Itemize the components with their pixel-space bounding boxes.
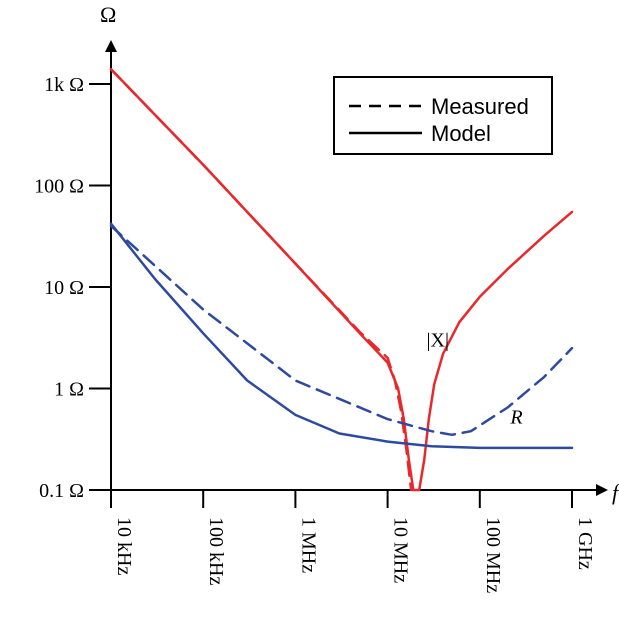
x-tick-label-3: 10 MHz [390,517,412,583]
legend-measured-label: Measured [431,94,529,119]
legend: Measured Model [333,76,553,155]
legend-model-label: Model [431,121,491,146]
x-tick-label-0: 10 kHz [113,517,135,575]
legend-box [333,76,553,155]
x-axis-title: f [612,480,619,505]
series-r-measured-line [109,224,574,437]
x-tick-label-4: 100 MHz [482,517,504,593]
y-tick-label-1: 1 Ω [54,379,84,401]
y-axis-title: Ω [100,2,116,27]
x-tick-label-5: 1 GHz [574,517,596,570]
ticks-group: 0.1 Ω 1 Ω 10 Ω 100 Ω 1k Ω 10 kHz 100 kHz 1 MHz 1… [34,74,596,593]
series-r-model-line [109,222,574,450]
annotations-group: |X| R [427,329,523,428]
curves-group [109,67,574,492]
x-tick-label-2: 1 MHz [297,517,319,573]
curve-annotation-0: |X| [427,329,449,351]
curve-annotation-1: R [509,407,522,429]
series-x-measured-line [109,67,413,492]
x-tick-label-1: 100 kHz [205,517,227,585]
y-tick-label-0: 0.1 Ω [39,480,84,502]
y-tick-label-2: 10 Ω [44,277,84,299]
y-tick-label-3: 100 Ω [34,176,84,198]
y-tick-label-4: 1k Ω [44,74,84,96]
